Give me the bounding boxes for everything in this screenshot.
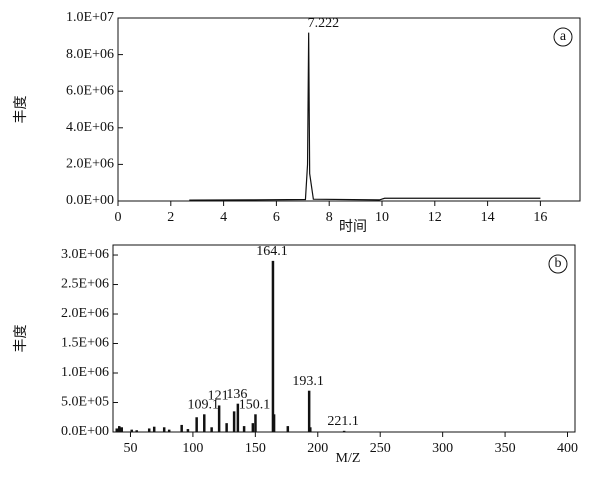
x-tick-label: 10 [375,210,389,225]
y-axis-label: 丰度 [13,96,29,124]
x-tick-label: 50 [123,441,137,456]
x-tick-label: 16 [533,210,547,225]
x-tick-label: 2 [167,210,174,225]
y-tick-label: 6.0E+06 [66,83,114,98]
peak-label: 193.1 [292,374,324,389]
x-tick-label: 4 [220,210,227,225]
x-tick-label: 8 [326,210,333,225]
plot-frame [117,17,581,202]
peak-label: 136 [226,387,247,402]
y-tick-label: 1.0E+06 [61,365,109,380]
x-axis-label: M/Z [336,451,361,466]
y-tick-label: 8.0E+06 [66,47,114,62]
x-tick-label: 6 [273,210,280,225]
y-tick-label: 0.0E+00 [61,424,109,439]
x-tick-label: 250 [370,441,391,456]
y-tick-label: 2.5E+06 [61,277,109,292]
panel-badge [553,27,573,47]
panel-label: a [560,29,567,44]
plot-frame [112,244,576,433]
x-tick-label: 100 [182,441,203,456]
peak-label: 164.1 [256,244,288,259]
y-tick-label: 2.0E+06 [61,306,109,321]
peak-label: 109.1 [188,398,220,413]
x-axis-label: 时间 [339,219,367,235]
y-tick-label: 3.0E+06 [61,247,109,262]
y-tick-label: 2.0E+06 [66,157,114,172]
peak-label: 150.1 [239,398,271,413]
x-tick-label: 350 [495,441,516,456]
x-tick-label: 0 [115,210,122,225]
peak-label: 7.222 [308,16,340,31]
x-tick-label: 150 [245,441,266,456]
x-tick-label: 14 [481,210,495,225]
data-line [189,32,541,201]
y-axis-label: 丰度 [13,325,29,353]
x-tick-label: 300 [432,441,453,456]
x-tick-label: 400 [557,441,578,456]
x-tick-label: 200 [307,441,328,456]
panel-label: b [555,256,562,271]
peak-label: 221.1 [327,414,359,429]
y-tick-label: 1.0E+07 [66,10,114,25]
x-tick-label: 12 [428,210,442,225]
panel-badge [548,254,568,274]
y-tick-label: 0.0E+00 [66,193,114,208]
y-tick-label: 4.0E+06 [66,120,114,135]
peak-label: 121 [208,389,229,404]
y-tick-label: 1.5E+06 [61,336,109,351]
y-tick-label: 5.0E+05 [61,395,109,410]
